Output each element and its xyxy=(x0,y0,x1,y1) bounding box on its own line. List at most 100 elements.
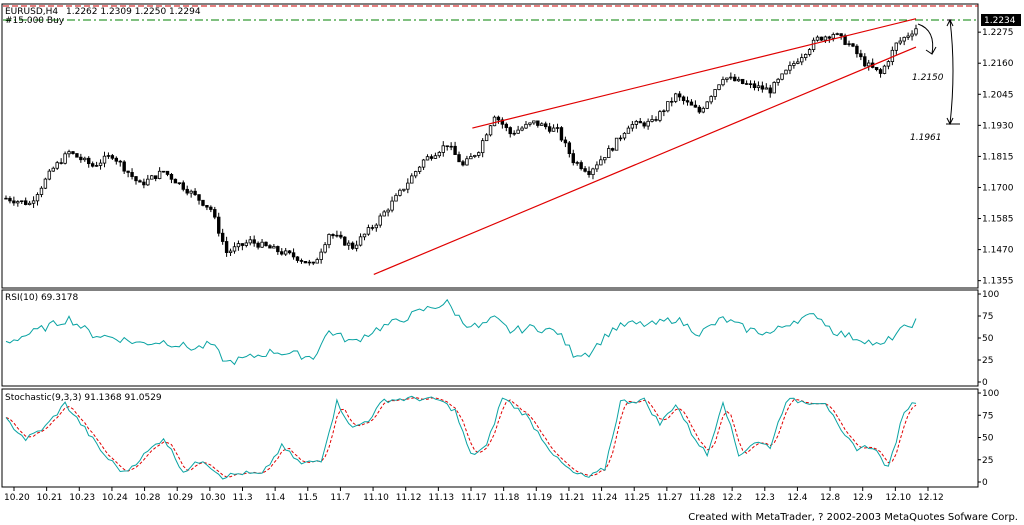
candle-body xyxy=(827,36,832,39)
candle-body xyxy=(402,188,406,191)
candle-body xyxy=(583,168,587,172)
channel-line xyxy=(373,46,917,275)
candle-body xyxy=(319,251,323,260)
candle-body xyxy=(607,148,611,158)
candle-body xyxy=(307,261,312,264)
candle-body xyxy=(23,200,28,205)
candle-body xyxy=(55,162,59,169)
candle-body xyxy=(122,161,126,172)
candle-body xyxy=(8,197,12,202)
candle-body xyxy=(347,242,351,246)
candle-body xyxy=(311,261,315,264)
candle-body xyxy=(776,78,780,83)
candle-body xyxy=(792,63,796,66)
candle-body xyxy=(465,158,469,166)
current-price-label: 1.2234 xyxy=(984,16,1016,26)
candle-body xyxy=(228,250,233,253)
candle-body xyxy=(713,89,717,97)
candle-body xyxy=(717,84,721,90)
candle-body xyxy=(492,116,497,127)
candle-body xyxy=(709,96,713,103)
candle-body xyxy=(244,242,249,246)
candle-body xyxy=(169,174,174,180)
candle-body xyxy=(543,123,548,128)
candle-body xyxy=(165,170,170,175)
candle-body xyxy=(867,62,871,67)
annotation-2: 1.1961 xyxy=(910,133,942,143)
candle-body xyxy=(374,224,379,229)
candle-body xyxy=(882,65,887,74)
candle-body xyxy=(406,182,410,190)
candle-body xyxy=(725,77,729,80)
price-ohlc: 1.2262 1.2309 1.2250 1.2294 xyxy=(66,7,201,17)
candle-body xyxy=(579,162,583,170)
candle-body xyxy=(666,101,670,112)
time-tick-label: 12.4 xyxy=(787,493,807,503)
candle-body xyxy=(4,197,8,200)
candlestick-series xyxy=(4,24,918,266)
candle-body xyxy=(480,140,485,154)
position-label: #15.000 Buy xyxy=(5,16,65,26)
candle-body xyxy=(138,180,142,183)
time-tick-label: 12.9 xyxy=(853,493,873,503)
candle-body xyxy=(79,156,83,161)
candle-body xyxy=(752,83,757,89)
candle-body xyxy=(343,236,347,246)
candle-body xyxy=(276,246,280,253)
candle-body xyxy=(283,250,288,255)
candle-body xyxy=(650,119,654,122)
candle-body xyxy=(224,241,229,253)
candle-body xyxy=(733,76,737,82)
candle-body xyxy=(106,155,111,157)
candle-body xyxy=(894,42,899,51)
rsi-series xyxy=(5,298,917,366)
candle-body xyxy=(855,45,859,55)
rsi-tick-label: 50 xyxy=(982,334,994,344)
candle-body xyxy=(744,83,749,85)
price-tick-label: 1.1470 xyxy=(982,246,1014,256)
rsi-tick-label: 100 xyxy=(982,290,999,300)
candle-body xyxy=(697,106,702,113)
time-tick-label: 10.23 xyxy=(69,493,95,503)
candle-body xyxy=(721,79,725,86)
candle-body xyxy=(677,93,682,98)
candle-body xyxy=(575,162,579,164)
candle-body xyxy=(83,157,87,161)
candle-body xyxy=(425,156,430,161)
time-tick-label: 10.29 xyxy=(167,493,193,503)
candle-body xyxy=(614,137,619,151)
price-title: EURUSD,H4 xyxy=(5,7,58,17)
candle-body xyxy=(370,227,375,229)
candle-body xyxy=(240,243,245,246)
candle-body xyxy=(358,236,363,246)
time-tick-label: 12.2 xyxy=(722,493,742,503)
candle-body xyxy=(248,239,252,244)
stochastic-tick-label: 75 xyxy=(982,411,993,421)
candle-body xyxy=(410,175,414,184)
time-tick-label: 10.21 xyxy=(37,493,63,503)
price-level-lines xyxy=(3,5,978,21)
candle-body xyxy=(910,33,914,37)
time-tick-label: 11.27 xyxy=(657,493,683,503)
candle-body xyxy=(16,201,20,204)
candle-body xyxy=(469,156,473,160)
price-tick-label: 1.1585 xyxy=(982,215,1014,225)
time-tick-label: 11.18 xyxy=(494,493,520,503)
candle-body xyxy=(654,119,658,121)
candle-body xyxy=(803,54,808,58)
time-tick-label: 10.30 xyxy=(200,493,226,503)
channel-lines xyxy=(373,18,917,275)
rsi-tick-label: 75 xyxy=(982,312,993,322)
time-tick-label: 11.25 xyxy=(624,493,650,503)
footer-credit: Created with MetaTrader, ? 2002-2003 Met… xyxy=(688,512,1018,523)
candle-body xyxy=(835,33,839,35)
candle-body xyxy=(512,132,516,135)
candle-body xyxy=(622,132,627,139)
candle-body xyxy=(811,39,816,50)
stochastic-tick-label: 0 xyxy=(982,478,988,488)
candle-body xyxy=(260,241,264,248)
candle-body xyxy=(524,123,528,129)
price-panel-frame xyxy=(1,3,979,289)
candle-body xyxy=(193,190,197,196)
candle-body xyxy=(559,127,564,141)
